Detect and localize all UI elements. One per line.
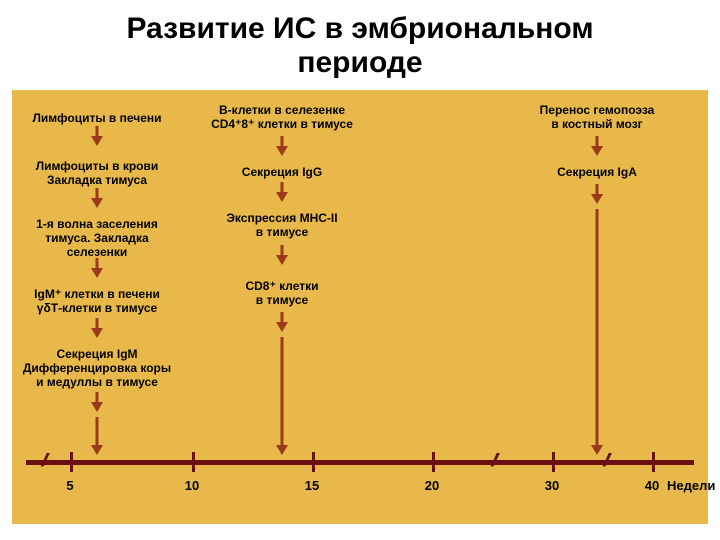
stage-label: IgM⁺ клетки в печени γδТ-клетки в тимусе [2, 288, 192, 316]
axis-unit-label: Недели [667, 478, 720, 493]
stage-label: Перенос гемопоэза в костный мозг [502, 104, 692, 132]
stage-label: Секреция IgA [502, 166, 692, 180]
slide-container: Развитие ИС в эмбриональном периоде Лимф… [0, 0, 720, 540]
axis-tick [432, 452, 435, 472]
axis-tick [652, 452, 655, 472]
timeline-diagram: Лимфоциты в печениЛимфоциты в крови Закл… [12, 90, 708, 524]
timeline-axis [26, 460, 694, 465]
axis-tick-label: 15 [292, 478, 332, 493]
axis-tick [70, 452, 73, 472]
stage-label: Экспрессия MHC-II в тимусе [187, 212, 377, 240]
axis-tick [552, 452, 555, 472]
axis-tick [312, 452, 315, 472]
stage-label: В-клетки в селезенке CD4⁺8⁺ клетки в тим… [187, 104, 377, 132]
axis-tick-label: 20 [412, 478, 452, 493]
slide-title: Развитие ИС в эмбриональном периоде [0, 12, 720, 80]
axis-tick-label: 5 [50, 478, 90, 493]
stage-label: 1-я волна заселения тимуса. Закладка сел… [2, 218, 192, 259]
stage-label: CD8⁺ клетки в тимусе [187, 280, 377, 308]
stage-label: Секреция IgM Дифференцировка коры и меду… [2, 348, 192, 389]
axis-tick-label: 10 [172, 478, 212, 493]
axis-tick [192, 452, 195, 472]
axis-tick-label: 40 [632, 478, 672, 493]
axis-tick-label: 30 [532, 478, 572, 493]
stage-label: Секреция IgG [187, 166, 377, 180]
stage-label: Лимфоциты в печени [2, 112, 192, 126]
stage-label: Лимфоциты в крови Закладка тимуса [2, 160, 192, 188]
